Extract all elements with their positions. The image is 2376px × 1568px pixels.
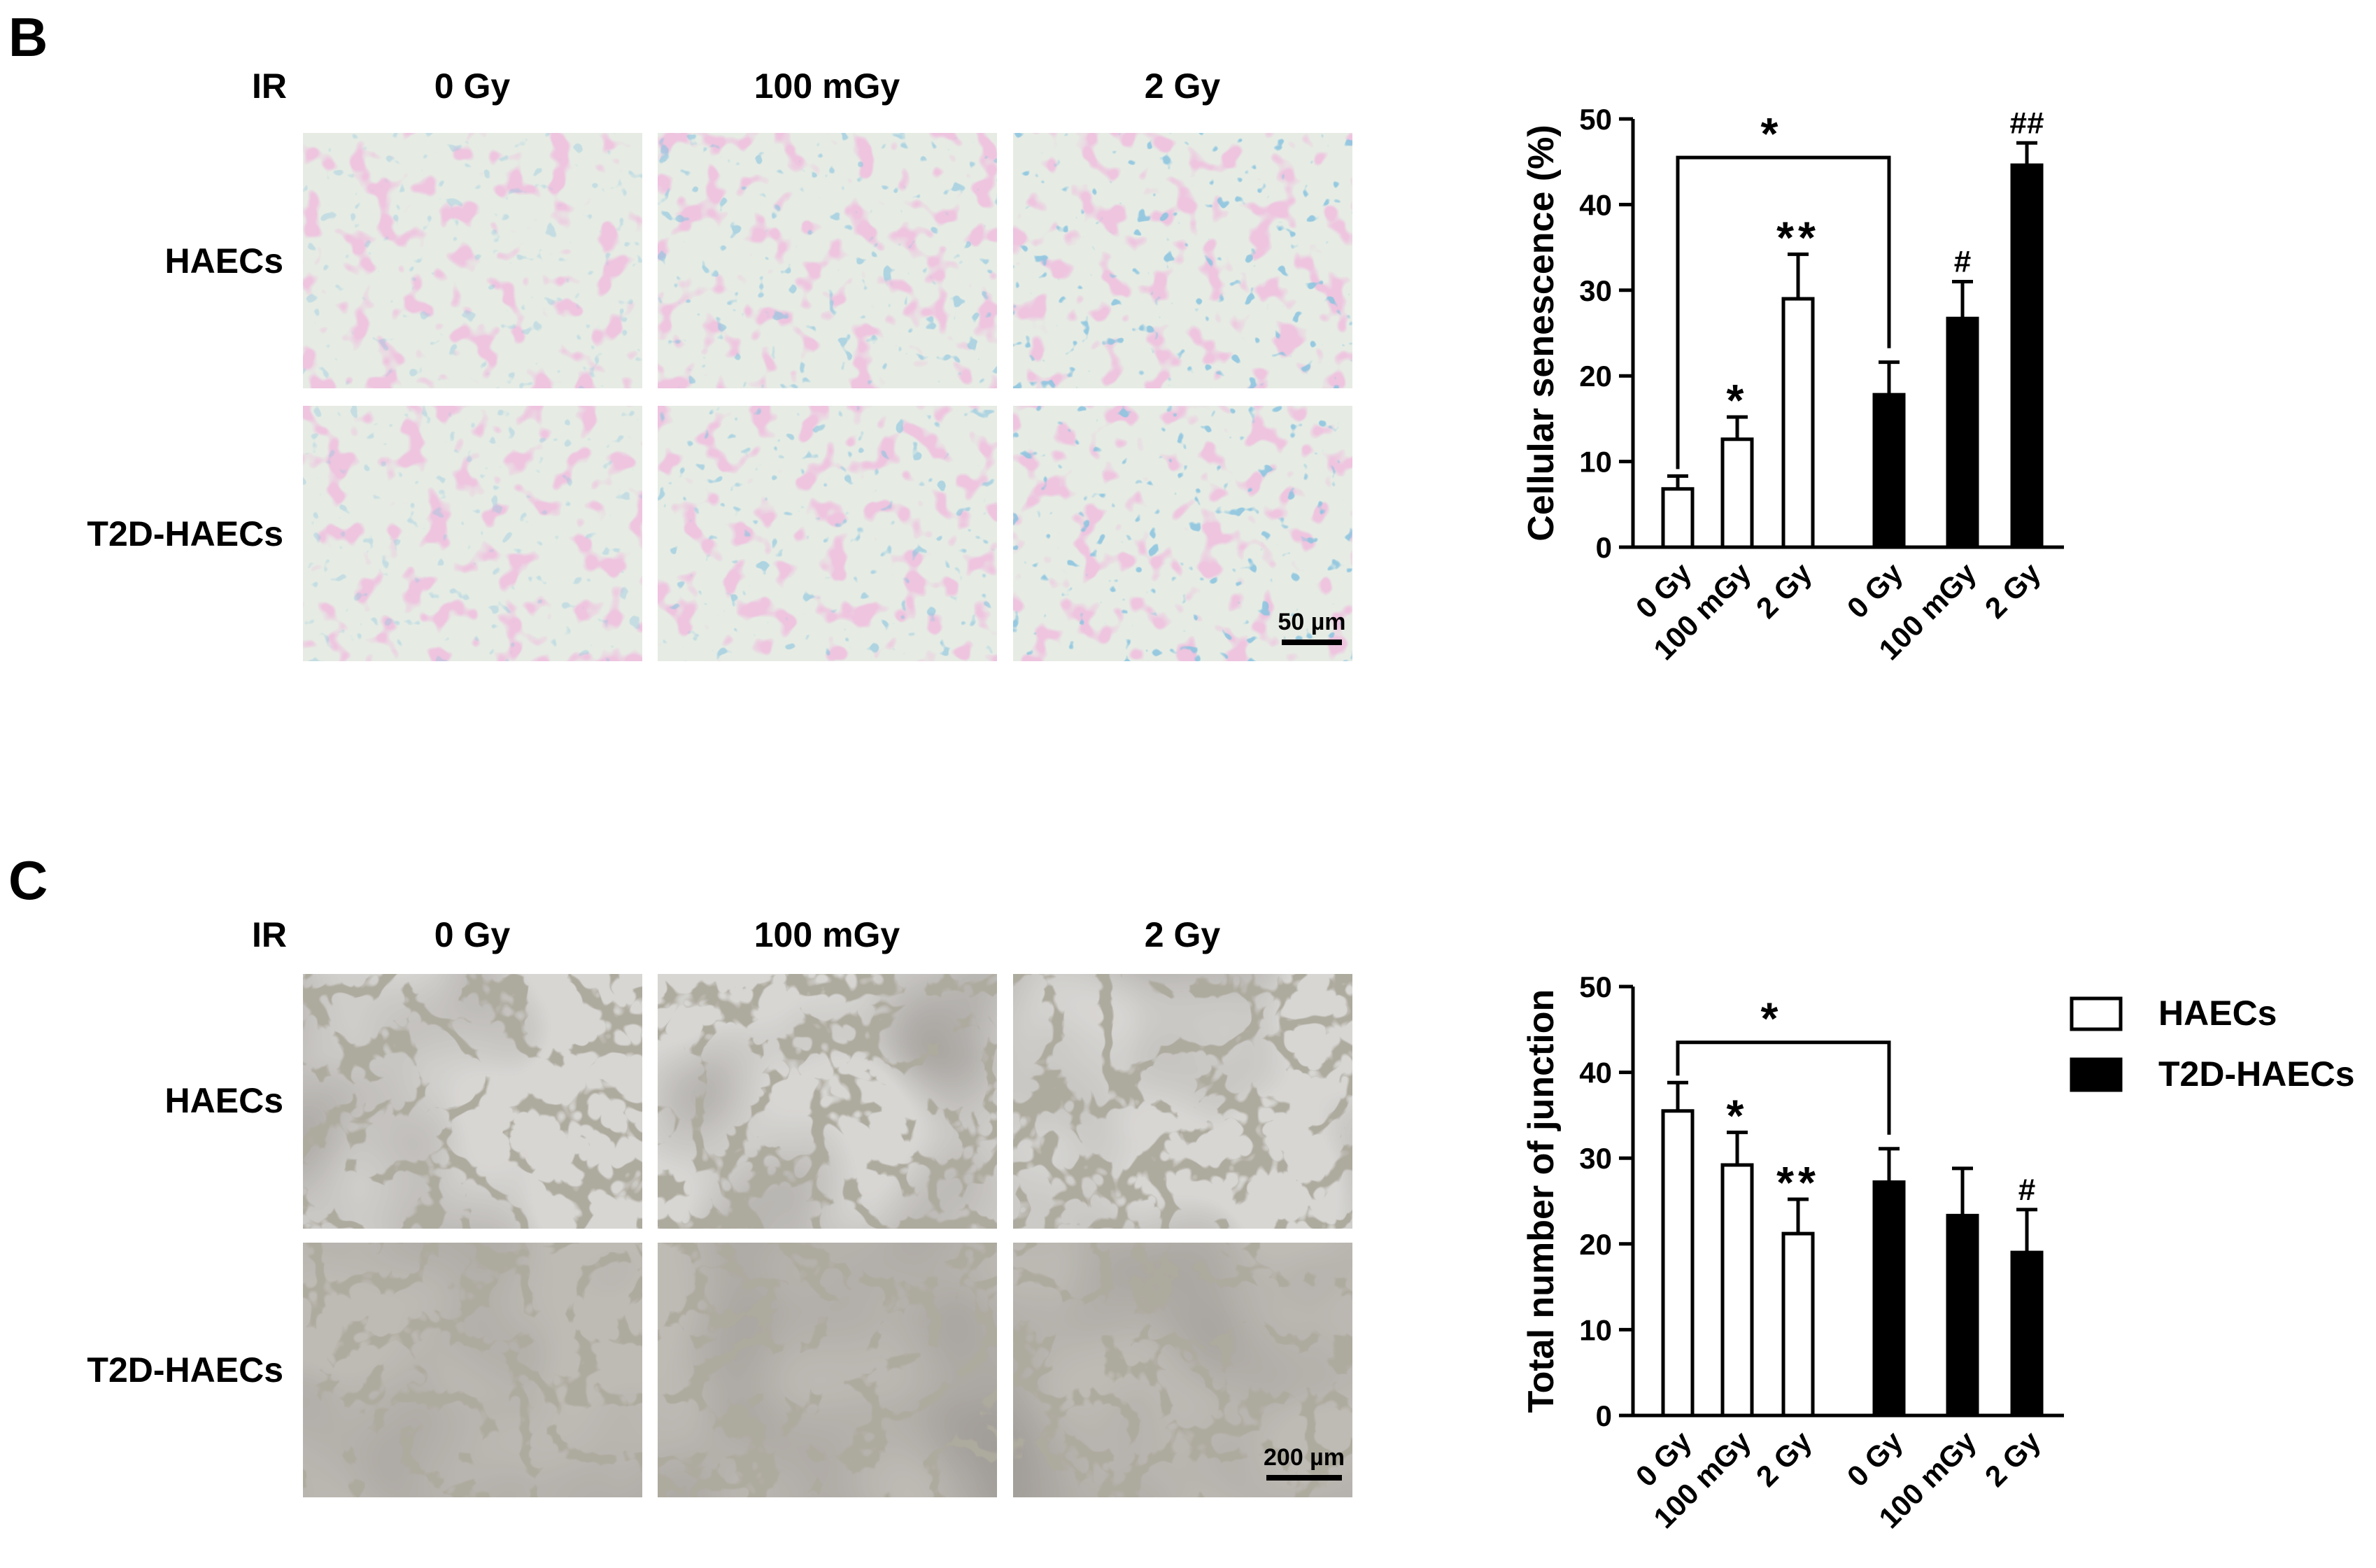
column-label: 100 mGy (754, 915, 900, 954)
bar (2010, 1250, 2044, 1418)
ir-label: IR (252, 915, 287, 954)
significance-mark: * (1727, 375, 1748, 425)
panel-c-micrographs: C IR 0 Gy 100 mGy 2 Gy HAECs T2D-HAECs 200 µm (8, 849, 1352, 1497)
micrograph-image (303, 1243, 642, 1497)
y-axis-label: Cellular senescence (%) (1521, 125, 1562, 541)
micrograph-image (303, 133, 642, 388)
significance-mark: # (1954, 245, 1971, 279)
panel-letter: B (8, 6, 48, 68)
micrograph-image (1013, 406, 1352, 661)
bar-chart-2: 0 10 20 30 40 50 Total number of junction 0 Gy *… (1521, 970, 2064, 1534)
bar (1946, 1213, 1979, 1418)
significance-mark: ** (1776, 212, 1820, 262)
micrograph-image (658, 1243, 997, 1497)
y-tick-label: 10 (1579, 446, 1612, 479)
significance-mark: # (2018, 1173, 2035, 1207)
micrograph-image (658, 133, 997, 388)
tube-texture (1013, 1243, 1352, 1497)
legend-swatch (2070, 996, 2123, 1031)
y-tick-label: 20 (1579, 360, 1612, 393)
y-tick-label: 30 (1579, 1142, 1612, 1175)
x-tick-label: 2 Gy (1979, 1425, 2047, 1493)
legend-label: HAECs (2158, 994, 2277, 1033)
bar (1946, 316, 1979, 549)
micrograph-image (303, 974, 642, 1229)
bar (1781, 297, 1815, 549)
blue-stain-texture (303, 133, 642, 388)
x-tick-label: 2 Gy (1750, 556, 1818, 625)
y-tick-label: 50 (1579, 103, 1612, 136)
bar (1661, 1109, 1695, 1418)
bracket-mark: * (1761, 108, 1779, 159)
y-tick-label: 20 (1579, 1228, 1612, 1261)
legend: HAECs T2D-HAECs (2070, 994, 2355, 1094)
panel-b-micrographs: B IR 0 Gy 100 mGy 2 Gy HAECs T2D-HAECs 50 µm (8, 6, 1352, 661)
tube-texture (658, 1243, 997, 1497)
tube-texture (658, 974, 997, 1229)
y-axis-label: Total number of junction (1521, 989, 1562, 1413)
micrograph-image (303, 406, 642, 661)
y-tick-label: 10 (1579, 1313, 1612, 1346)
tube-texture (1013, 974, 1352, 1229)
bar (1781, 1231, 1815, 1418)
x-tick-label: 0 Gy (1841, 556, 1909, 625)
y-tick-label: 30 (1579, 274, 1612, 307)
column-label: 2 Gy (1145, 66, 1221, 106)
blue-stain-texture (303, 406, 642, 661)
scale-bar-label: 200 µm (1264, 1444, 1345, 1471)
legend-swatch (2070, 1057, 2123, 1092)
bar (1872, 1180, 1906, 1418)
row-label: HAECs (165, 1081, 283, 1120)
y-tick-label: 40 (1579, 1057, 1612, 1089)
micrograph-image (1013, 133, 1352, 388)
tube-texture (303, 1243, 642, 1497)
bar (1720, 437, 1754, 549)
blue-stain-texture (1013, 406, 1352, 661)
x-tick-label: 0 Gy (1841, 1425, 1909, 1493)
column-label: 100 mGy (754, 66, 900, 106)
tube-texture (303, 974, 642, 1229)
y-tick-label: 40 (1579, 188, 1612, 221)
significance-mark: ## (2010, 106, 2044, 140)
panel-letter: C (8, 849, 48, 911)
significance-bracket (1676, 1040, 1891, 1135)
significance-bracket (1676, 155, 1891, 469)
scale-bar-label: 50 µm (1278, 609, 1345, 635)
blue-stain-texture (1013, 133, 1352, 388)
bar (1661, 487, 1695, 549)
bar (1720, 1163, 1754, 1418)
bar (2010, 163, 2044, 549)
y-tick-label: 50 (1579, 970, 1612, 1003)
row-label: HAECs (165, 241, 283, 281)
blue-stain-texture (658, 133, 997, 388)
y-tick-label: 0 (1596, 531, 1612, 564)
x-tick-label: 2 Gy (1979, 556, 2047, 625)
micrograph-image (658, 974, 997, 1229)
blue-stain-texture (658, 406, 997, 661)
row-label: T2D-HAECs (87, 514, 283, 553)
column-label: 0 Gy (434, 915, 511, 954)
ir-label: IR (252, 66, 287, 106)
y-tick-label: 0 (1596, 1399, 1612, 1432)
bar (1872, 393, 1906, 549)
x-tick-label: 2 Gy (1750, 1425, 1818, 1493)
column-label: 2 Gy (1145, 915, 1221, 954)
significance-mark: ** (1776, 1157, 1820, 1208)
row-label: T2D-HAECs (87, 1350, 283, 1390)
micrograph-image (658, 406, 997, 661)
column-label: 0 Gy (434, 66, 511, 106)
micrograph-image (1013, 974, 1352, 1229)
significance-mark: * (1727, 1090, 1748, 1140)
bracket-mark: * (1761, 994, 1779, 1044)
legend-label: T2D-HAECs (2158, 1054, 2355, 1094)
micrograph-image (1013, 1243, 1352, 1497)
